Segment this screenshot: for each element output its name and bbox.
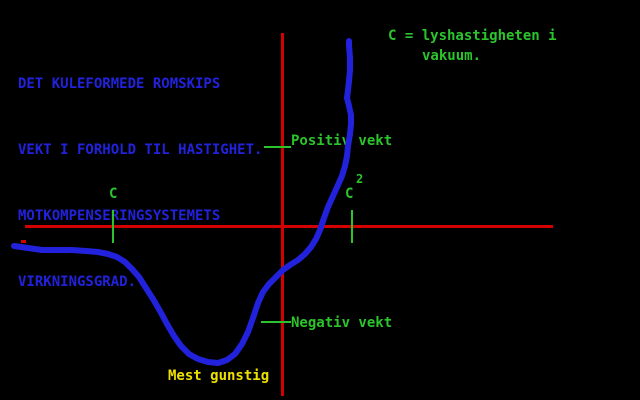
c-tick-label: C — [109, 186, 118, 202]
positive-weight-tick — [264, 146, 291, 148]
c-squared-label-base: C — [345, 186, 354, 202]
negative-weight-tick — [261, 321, 291, 323]
x-axis-line — [25, 225, 553, 228]
c-squared-tick — [351, 210, 353, 243]
legend-note-line-1: C = lyshastigheten i — [388, 28, 557, 44]
chart-title: DET KULEFORMEDE ROMSKIPS VEKT I FORHOLD … — [18, 29, 262, 337]
y-axis-line — [281, 33, 284, 396]
c-squared-label-exponent: 2 — [356, 172, 364, 186]
chart-title-line-2: VEKT I FORHOLD TIL HASTIGHET. — [18, 142, 263, 158]
negative-weight-label: Negativ vekt — [291, 315, 393, 331]
chart-title-line-1: DET KULEFORMEDE ROMSKIPS — [18, 76, 221, 92]
positive-weight-label: Positiv vekt — [291, 133, 393, 149]
legend-note-line-2: vakuum. — [422, 48, 482, 64]
weight-curve-path — [11, 38, 354, 366]
stray-red-mark — [21, 240, 26, 243]
c-tick — [112, 210, 114, 243]
chart-title-line-3: MOTKOMPENSERINGSYSTEMETS — [18, 208, 221, 224]
optimum-annotation: Mest gunstig — [168, 368, 270, 384]
chart-title-line-4: VIRKNINGSGRAD. — [18, 274, 137, 290]
